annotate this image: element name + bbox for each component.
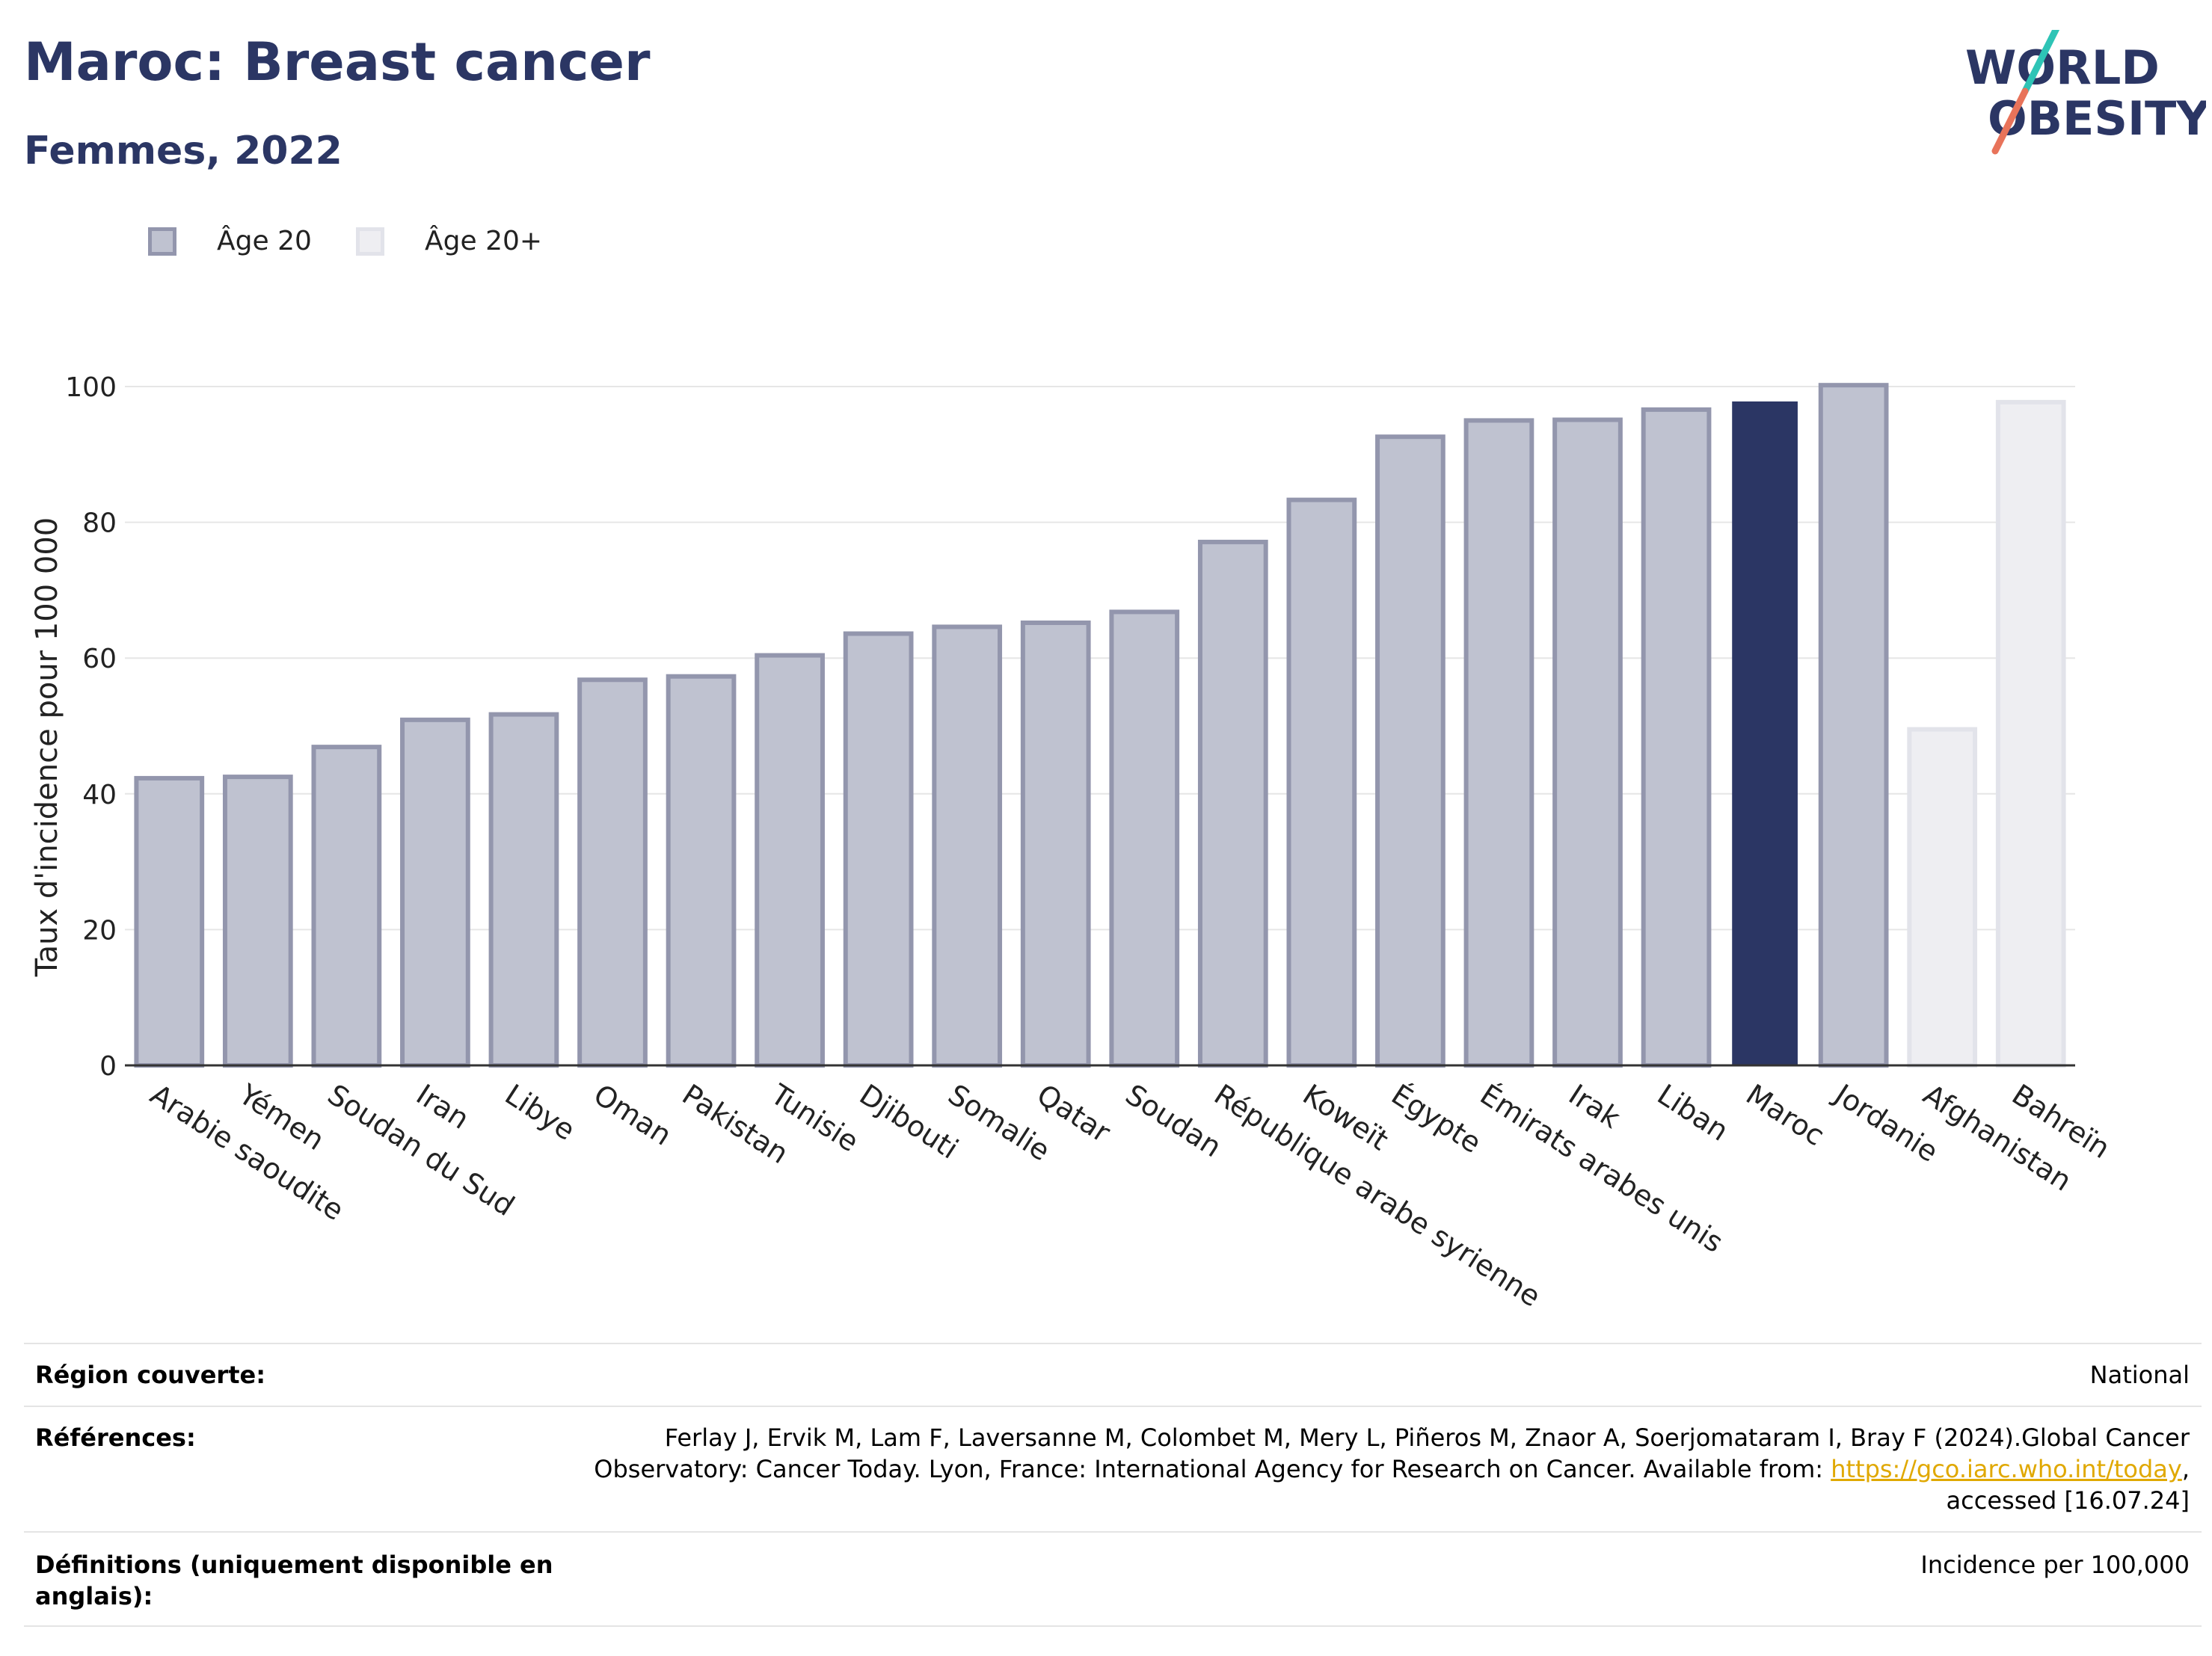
y-tick-label: 0 [99,1051,117,1082]
references-line-2-suffix: , [2181,1455,2190,1483]
references-line-2: Observatory: Cancer Today. Lyon, France:… [594,1453,2190,1485]
bar-3 [311,745,382,1068]
references-value: Ferlay J, Ervik M, Lam F, Laversanne M, … [594,1422,2190,1516]
bar-10 [932,624,1003,1068]
bar-18 [1641,407,1712,1068]
references-line-3: accessed [16.07.24] [1946,1486,2190,1515]
bar-17 [1552,417,1623,1068]
bar-11 [1020,620,1091,1068]
references-line-2-text: Observatory: Cancer Today. Lyon, France:… [594,1455,1831,1483]
bar-7 [666,674,737,1068]
x-tick-label: Oman [588,1078,678,1152]
definitions-label-line-2: anglais): [35,1582,153,1610]
bar-22 [1995,399,2066,1068]
footer-row-definitions: Définitions (uniquement disponible en an… [24,1531,2202,1627]
y-tick-label: 100 [65,372,117,403]
x-tick-label: Djibouti [854,1078,964,1166]
bar-8 [755,653,825,1068]
definitions-label: Définitions (uniquement disponible en an… [35,1549,553,1612]
footer-row-references: Références: Ferlay J, Ervik M, Lam F, La… [24,1406,2202,1533]
x-tick-label: Afghanistan [1917,1078,2077,1198]
definitions-label-line-1: Définitions (uniquement disponible en [35,1551,553,1579]
legend-label-age20plus: Âge 20+ [425,226,543,256]
x-tick-label: Maroc [1740,1078,1830,1153]
footer-row-region: Région couverte: National [24,1343,2202,1407]
page-subtitle: Femmes, 2022 [24,129,342,173]
y-tick-label: 80 [82,508,117,539]
y-tick-label: 60 [82,644,117,674]
bar-4 [400,717,470,1068]
bar-16 [1463,418,1534,1068]
bar-12 [1109,609,1180,1068]
y-axis-title: Taux d'incidence pour 100 000 [30,517,64,977]
legend-swatch-age20 [148,227,176,256]
bar-9 [843,631,914,1068]
bar-6 [577,677,648,1068]
x-tick-label: Libye [500,1078,581,1147]
logo-slash-coral [1991,87,2029,155]
logo-slash-teal [2021,30,2060,95]
definitions-value: Incidence per 100,000 [1920,1551,2190,1579]
y-tick-label: 20 [82,915,117,946]
x-tick-label: Irak [1563,1078,1626,1135]
bar-13 [1197,539,1268,1068]
bar-14 [1286,497,1357,1068]
logo-word-1: WORLD [1965,40,2160,95]
bar-chart: 0 20 40 60 80 100 Taux d'incidence pour 100 00… [30,372,2116,1314]
references-line-1: Ferlay J, Ervik M, Lam F, Laversanne M, … [664,1423,2190,1452]
bar-21 [1907,727,1978,1068]
x-tick-label: Égypte [1386,1078,1487,1160]
bar-19 [1732,401,1798,1065]
region-label: Région couverte: [35,1361,265,1389]
page-title: Maroc: Breast cancer [24,31,651,93]
y-tick-label: 40 [82,780,117,810]
bar-1 [134,775,205,1068]
bar-2 [222,775,293,1068]
bar-20 [1818,383,1889,1068]
x-tick-label: Soudan [1119,1078,1227,1164]
x-tick-label: Somalie [942,1078,1056,1168]
legend-label-age20: Âge 20 [217,226,312,256]
x-tick-label: Iran [411,1078,475,1136]
world-obesity-logo: WORLD OBESITY [1965,30,2206,155]
legend-swatch-age20plus [356,227,384,256]
bar-15 [1375,434,1446,1068]
bar-5 [488,712,559,1068]
region-value: National [2089,1361,2190,1389]
references-link[interactable]: https://gco.iarc.who.int/today [1831,1455,2182,1483]
references-label: Références: [35,1423,196,1452]
x-tick-label: Liban [1652,1078,1735,1148]
